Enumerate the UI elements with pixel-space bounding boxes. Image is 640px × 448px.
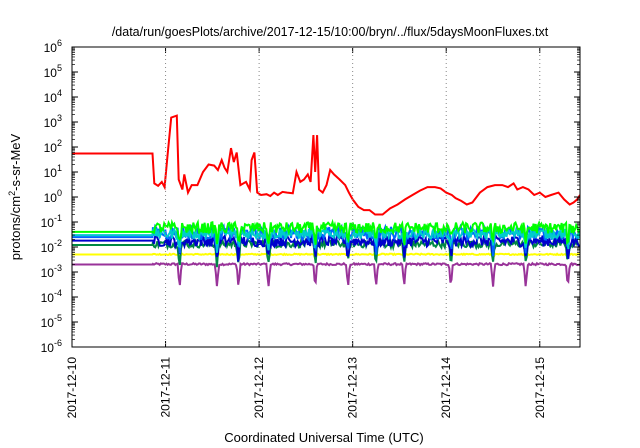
flux-series-line [72, 252, 580, 260]
x-axis: 2017-12-10 2017-12-11 2017-12-12 2017-12-13… [65, 47, 547, 418]
x-tick-label: 2017-12-10 [65, 357, 79, 419]
y-tick-label: 10-1 [41, 213, 62, 230]
y-tick-label: 101 [44, 163, 62, 180]
x-tick-label: 2017-12-14 [439, 357, 453, 419]
x-axis-label: Coordinated Universal Time (UTC) [224, 430, 423, 445]
y-axis: 10-6 10-5 10-4 10-3 10-2 10-1 100 101 102 103 104 1… [41, 38, 580, 355]
y-tick-label: 104 [44, 88, 62, 105]
chart-title: /data/run/goesPlots/archive/2017-12-15/1… [112, 25, 549, 39]
y-tick-label: 10-6 [41, 338, 62, 355]
y-tick-label: 10-2 [41, 238, 62, 255]
y-tick-label: 106 [44, 38, 62, 55]
plot-frame [71, 46, 581, 348]
y-tick-label: 10-4 [41, 288, 62, 305]
y-tick-label: 10-3 [41, 263, 62, 280]
y-tick-label: 105 [44, 63, 62, 80]
x-tick-label: 2017-12-11 [159, 357, 173, 418]
flux-series-line [72, 261, 580, 287]
x-tick-label: 2017-12-13 [346, 357, 360, 419]
y-tick-label: 103 [44, 113, 62, 130]
x-tick-label: 2017-12-15 [533, 357, 547, 419]
flux-series-line-high-energy [72, 114, 580, 216]
plot-area [72, 114, 580, 287]
y-tick-label: 100 [44, 188, 62, 205]
y-tick-label: 10-5 [41, 313, 62, 330]
x-tick-label: 2017-12-12 [252, 357, 266, 419]
flux-series-line [72, 218, 580, 246]
y-tick-label: 102 [44, 138, 62, 155]
y-axis-label: protons/cm2-s-sr-MeV [7, 133, 23, 260]
